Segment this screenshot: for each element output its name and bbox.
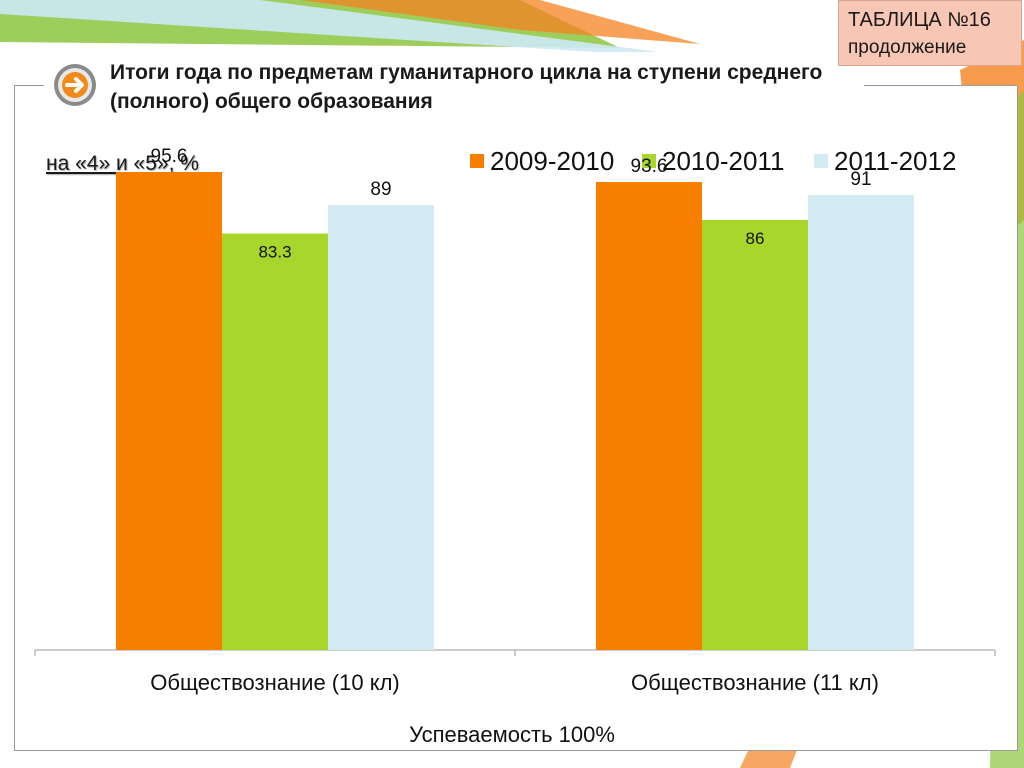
footer-note: Успеваемость 100% bbox=[409, 722, 615, 747]
unit-label: на «4» и «5», % bbox=[46, 152, 199, 175]
bar-2009-2010-1 bbox=[116, 172, 222, 650]
decor-stripe-orange-top bbox=[300, 0, 700, 44]
table-number-label: ТАБЛИЦА №16 bbox=[848, 9, 991, 31]
bar-2011-2012-2 bbox=[808, 195, 914, 650]
legend-label-2009: 2009-2010 bbox=[490, 146, 615, 176]
data-label-2011-2012-2: 91 bbox=[850, 169, 871, 190]
page-title: Итоги года по предметам гуманитарного ци… bbox=[110, 61, 823, 113]
table-number-tag: ТАБЛИЦА №16 продолжение bbox=[838, 0, 1022, 66]
bar-2009-2010-2 bbox=[596, 182, 702, 650]
data-label-2011-2012-1: 89 bbox=[370, 179, 391, 200]
title-background bbox=[44, 52, 864, 128]
bar-2010-2011-1 bbox=[222, 233, 328, 650]
legend-swatch-2010 bbox=[642, 154, 656, 168]
data-label-2009-2010-2: 93.6 bbox=[631, 156, 668, 177]
category-label-2: Обществознание (11 кл) bbox=[631, 670, 879, 695]
data-label-2010-2011-2: 86 bbox=[746, 229, 765, 248]
legend-swatch-2011 bbox=[814, 154, 828, 168]
legend-label-2010: 2010-2011 bbox=[662, 146, 785, 176]
data-label-2009-2010-1: 95.6 bbox=[151, 146, 188, 167]
arrow-right-icon[interactable] bbox=[52, 62, 98, 108]
continuation-label: продолжение bbox=[848, 37, 967, 58]
category-label-1: Обществознание (10 кл) bbox=[150, 670, 400, 695]
legend-label-2011: 2011-2012 bbox=[834, 146, 957, 176]
bar-2010-2011-2 bbox=[702, 220, 808, 650]
decor-stripe-blue-top bbox=[0, 0, 720, 60]
bar-2011-2012-1 bbox=[328, 205, 434, 650]
legend-swatch-2009 bbox=[470, 154, 484, 168]
data-label-2010-2011-1: 83.3 bbox=[258, 243, 291, 262]
